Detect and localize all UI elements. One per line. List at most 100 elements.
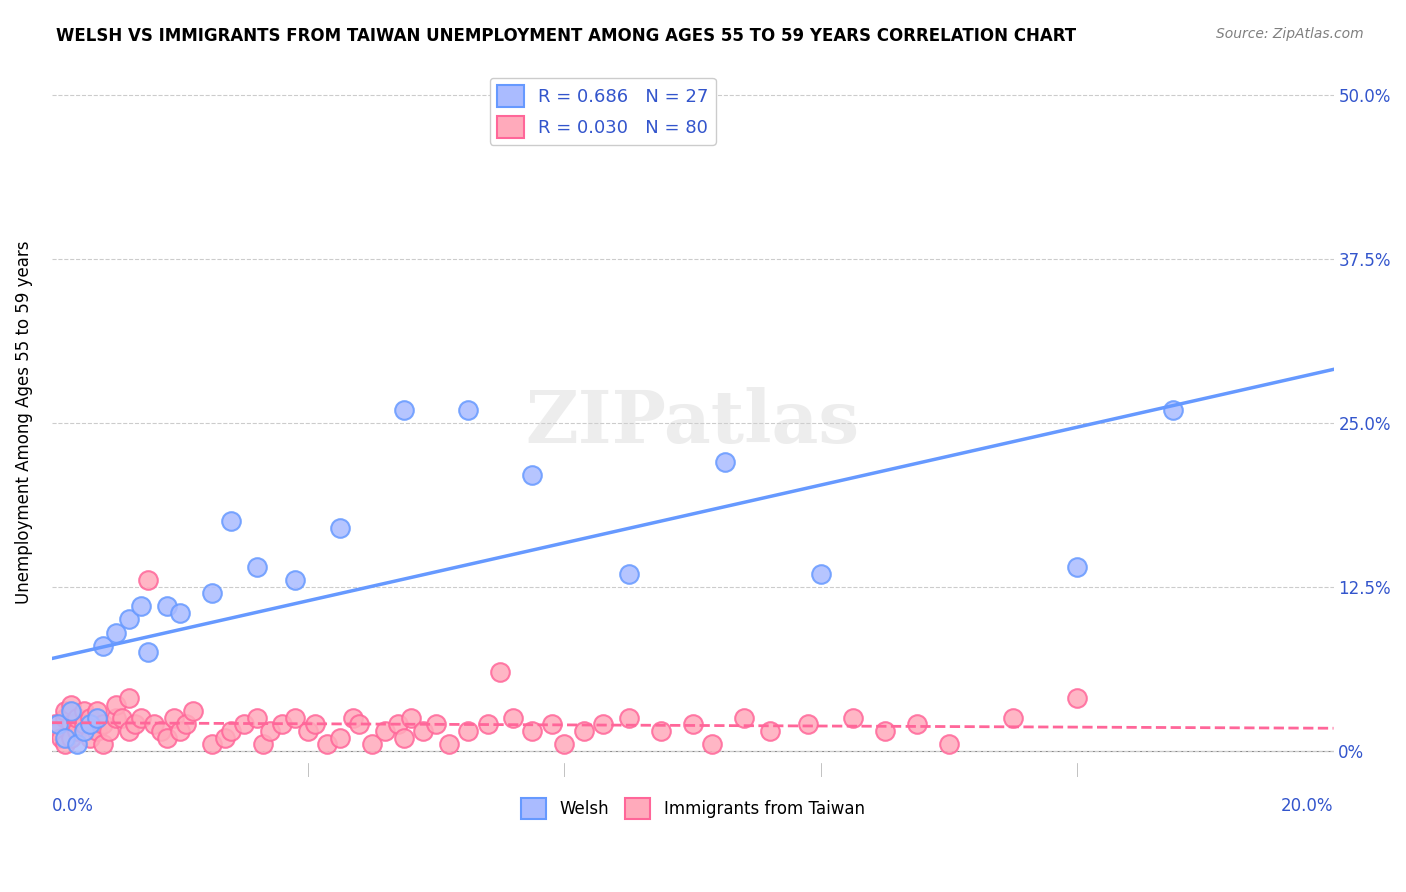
Point bbox=[46, 717, 69, 731]
Point bbox=[131, 711, 153, 725]
Point bbox=[617, 711, 640, 725]
Point bbox=[797, 717, 820, 731]
Point bbox=[91, 717, 114, 731]
Point bbox=[51, 731, 73, 745]
Point bbox=[118, 691, 141, 706]
Point bbox=[540, 717, 562, 731]
Point bbox=[572, 723, 595, 738]
Point bbox=[316, 737, 339, 751]
Point bbox=[246, 711, 269, 725]
Point bbox=[394, 402, 416, 417]
Point bbox=[329, 731, 352, 745]
Point bbox=[181, 704, 204, 718]
Point bbox=[219, 514, 242, 528]
Point bbox=[842, 711, 865, 725]
Point bbox=[149, 723, 172, 738]
Point bbox=[219, 723, 242, 738]
Point bbox=[252, 737, 274, 751]
Point bbox=[905, 717, 928, 731]
Point bbox=[169, 723, 191, 738]
Point bbox=[53, 731, 76, 745]
Point bbox=[91, 737, 114, 751]
Text: ZIPatlas: ZIPatlas bbox=[526, 387, 859, 458]
Point bbox=[111, 711, 134, 725]
Point bbox=[44, 717, 66, 731]
Point bbox=[156, 731, 179, 745]
Point bbox=[86, 723, 108, 738]
Y-axis label: Unemployment Among Ages 55 to 59 years: Unemployment Among Ages 55 to 59 years bbox=[15, 241, 32, 605]
Point bbox=[162, 711, 184, 725]
Point bbox=[118, 612, 141, 626]
Point bbox=[361, 737, 384, 751]
Point bbox=[522, 723, 544, 738]
Point bbox=[104, 698, 127, 712]
Point bbox=[387, 717, 409, 731]
Point bbox=[412, 723, 434, 738]
Point bbox=[214, 731, 236, 745]
Point bbox=[98, 723, 121, 738]
Text: WELSH VS IMMIGRANTS FROM TAIWAN UNEMPLOYMENT AMONG AGES 55 TO 59 YEARS CORRELATI: WELSH VS IMMIGRANTS FROM TAIWAN UNEMPLOY… bbox=[56, 27, 1077, 45]
Point bbox=[349, 717, 371, 731]
Point bbox=[284, 711, 307, 725]
Point bbox=[176, 717, 198, 731]
Point bbox=[169, 606, 191, 620]
Point bbox=[91, 639, 114, 653]
Point bbox=[522, 468, 544, 483]
Point bbox=[79, 731, 101, 745]
Point bbox=[66, 737, 89, 751]
Point bbox=[489, 665, 512, 679]
Point bbox=[59, 731, 82, 745]
Point bbox=[700, 737, 723, 751]
Point bbox=[713, 455, 735, 469]
Point bbox=[437, 737, 460, 751]
Legend: Welsh, Immigrants from Taiwan: Welsh, Immigrants from Taiwan bbox=[515, 791, 872, 825]
Point bbox=[425, 717, 447, 731]
Text: Source: ZipAtlas.com: Source: ZipAtlas.com bbox=[1216, 27, 1364, 41]
Point bbox=[118, 723, 141, 738]
Point bbox=[136, 573, 159, 587]
Point bbox=[617, 566, 640, 581]
Point bbox=[201, 737, 224, 751]
Point bbox=[682, 717, 704, 731]
Point bbox=[104, 625, 127, 640]
Point bbox=[86, 711, 108, 725]
Point bbox=[374, 723, 396, 738]
Point bbox=[399, 711, 422, 725]
Point bbox=[502, 711, 524, 725]
Text: 20.0%: 20.0% bbox=[1281, 797, 1333, 814]
Point bbox=[59, 704, 82, 718]
Point bbox=[650, 723, 672, 738]
Point bbox=[394, 731, 416, 745]
Point bbox=[79, 717, 101, 731]
Point bbox=[53, 711, 76, 725]
Point bbox=[136, 645, 159, 659]
Point bbox=[477, 717, 499, 731]
Point bbox=[59, 698, 82, 712]
Point bbox=[143, 717, 166, 731]
Point bbox=[457, 402, 479, 417]
Point bbox=[53, 737, 76, 751]
Point bbox=[329, 521, 352, 535]
Point bbox=[66, 711, 89, 725]
Point bbox=[271, 717, 294, 731]
Point bbox=[1066, 560, 1088, 574]
Point bbox=[1161, 402, 1184, 417]
Point bbox=[284, 573, 307, 587]
Point bbox=[553, 737, 575, 751]
Point bbox=[104, 711, 127, 725]
Point bbox=[46, 723, 69, 738]
Point bbox=[758, 723, 780, 738]
Point bbox=[733, 711, 755, 725]
Point bbox=[201, 586, 224, 600]
Point bbox=[131, 599, 153, 614]
Point bbox=[1002, 711, 1025, 725]
Point bbox=[810, 566, 832, 581]
Point bbox=[233, 717, 256, 731]
Point bbox=[73, 704, 96, 718]
Point bbox=[156, 599, 179, 614]
Point bbox=[246, 560, 269, 574]
Point bbox=[124, 717, 146, 731]
Point bbox=[66, 723, 89, 738]
Point bbox=[79, 711, 101, 725]
Point bbox=[304, 717, 326, 731]
